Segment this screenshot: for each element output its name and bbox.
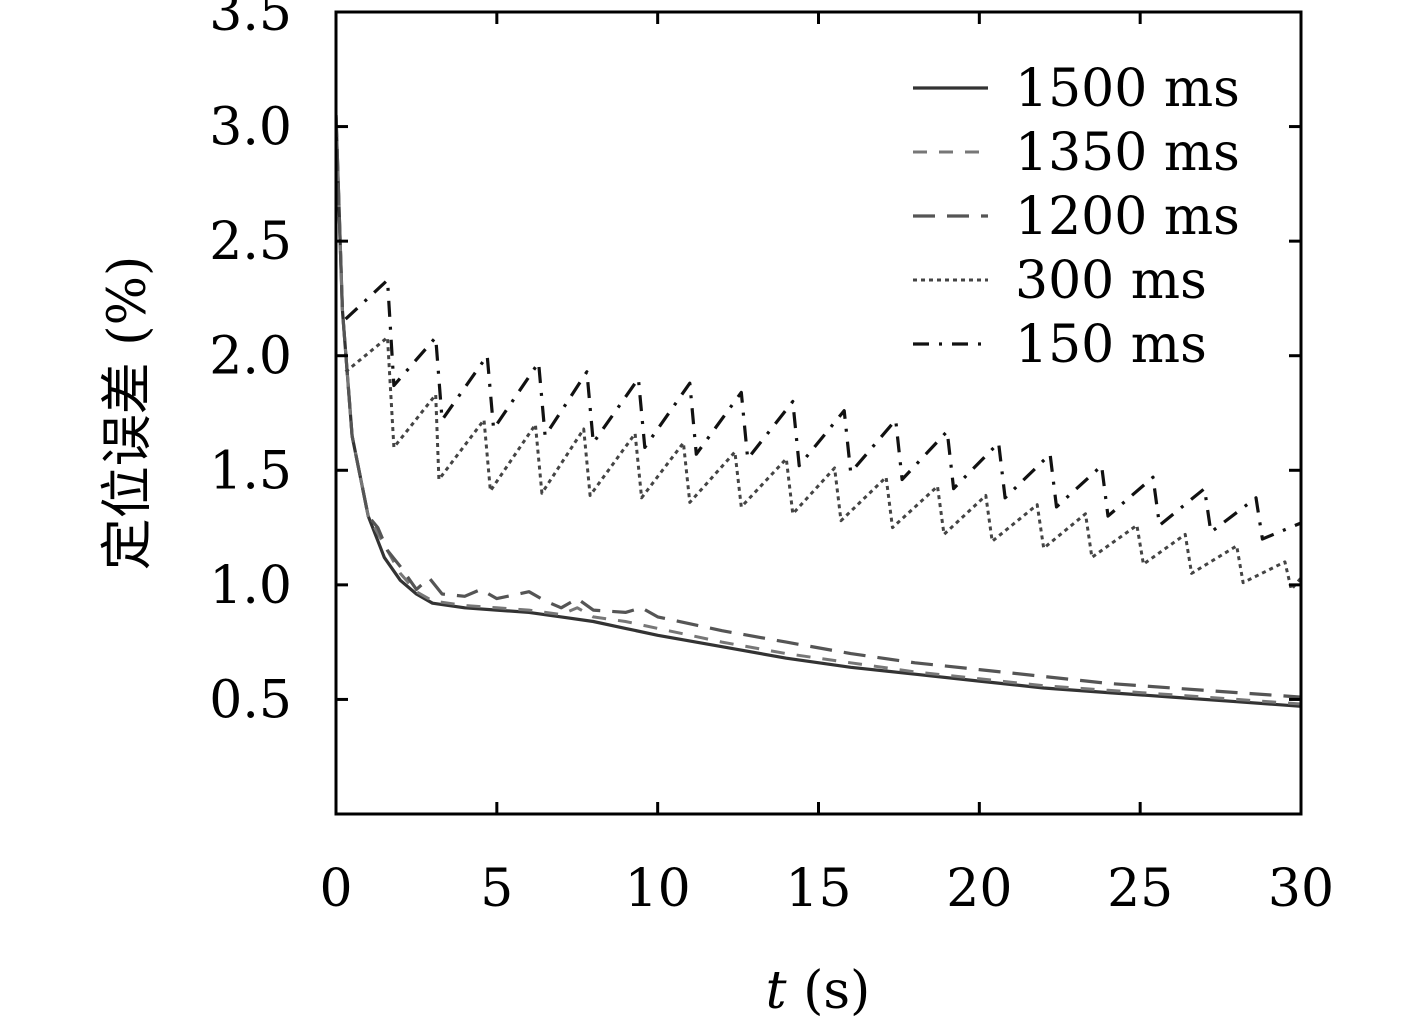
y-tick-label: 2.5: [209, 212, 292, 272]
x-tick-label: 15: [785, 859, 851, 919]
series-line-300-ms: [344, 335, 1301, 591]
legend-label: 1500 ms: [1015, 59, 1240, 119]
y-tick-label: 0.5: [209, 670, 292, 730]
y-tick-label: 1.5: [209, 441, 292, 501]
y-axis-label: 定位误差 (%): [98, 256, 158, 571]
series-line-150-ms: [344, 278, 1301, 541]
series-layer: [336, 115, 1301, 708]
series-line-1200-ms: [336, 115, 1301, 699]
x-tick-label: 20: [946, 859, 1012, 919]
x-axis-label-unit: (s): [787, 961, 871, 1021]
y-tick-label: 3.0: [209, 98, 292, 158]
x-tick-label: 30: [1268, 859, 1334, 919]
ticks-layer: [334, 10, 1303, 814]
x-axis-label-var: t: [766, 961, 787, 1021]
legend-label: 300 ms: [1015, 251, 1207, 311]
x-axis-label: t (s): [766, 961, 871, 1021]
legend-label: 1200 ms: [1015, 187, 1240, 247]
series-line-1500-ms: [336, 115, 1301, 708]
y-tick-label: 1.0: [209, 556, 292, 616]
y-tick-label: 2.0: [209, 327, 292, 387]
legend-label: 150 ms: [1015, 315, 1207, 375]
x-tick-label: 25: [1107, 859, 1173, 919]
legend-label: 1350 ms: [1015, 123, 1240, 183]
x-tick-label: 10: [625, 859, 691, 919]
tick-labels: 0 5 10 15 20 25 30 0.5 1.0 1.5 2.0 2.5 3.0 3.5: [209, 0, 1334, 919]
y-tick-label: 3.5: [209, 0, 292, 43]
x-tick-label: 0: [319, 859, 352, 919]
x-tick-label: 5: [480, 859, 513, 919]
